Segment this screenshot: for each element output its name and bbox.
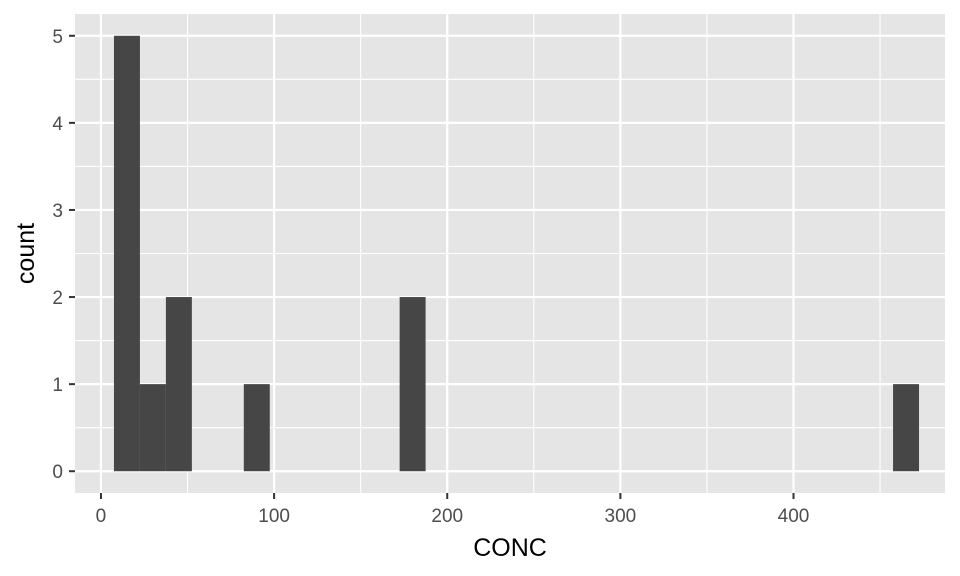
x-tick-label: 300	[605, 506, 637, 527]
y-tick-label: 2	[52, 288, 63, 309]
minor-grid	[75, 14, 945, 493]
x-tick-label: 400	[778, 506, 810, 527]
histogram-bar	[399, 297, 426, 472]
y-tick-label: 5	[52, 27, 63, 48]
x-tick-label: 0	[96, 506, 107, 527]
bars	[113, 35, 920, 472]
y-tick-label: 4	[52, 114, 63, 135]
y-axis-title: count	[12, 223, 40, 284]
y-axis: 0 1 2 3 4 5	[52, 27, 75, 483]
histogram-bar	[139, 384, 166, 472]
x-axis: 0 100 200 300 400	[96, 493, 810, 527]
y-tick-label: 3	[52, 201, 63, 222]
x-tick-label: 100	[258, 506, 290, 527]
y-tick-label: 0	[52, 462, 63, 483]
histogram-bar	[165, 297, 192, 472]
x-tick-label: 200	[431, 506, 463, 527]
major-grid	[75, 14, 945, 493]
histogram-bar	[113, 35, 140, 472]
x-axis-title: CONC	[473, 534, 547, 562]
y-tick-label: 1	[52, 375, 63, 396]
histogram-bar	[243, 384, 270, 472]
histogram-bar	[893, 384, 920, 472]
